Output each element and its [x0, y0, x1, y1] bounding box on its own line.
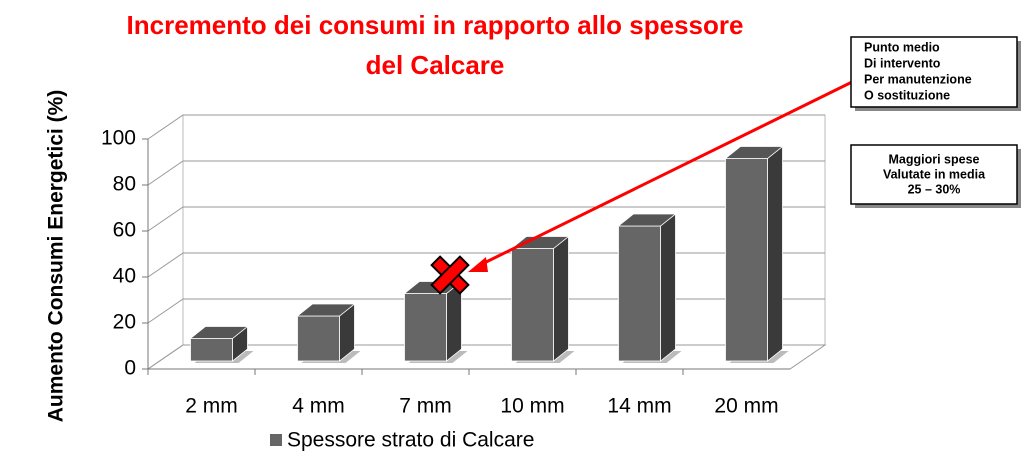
bar-front	[297, 315, 340, 362]
marker-x	[430, 255, 470, 295]
bar	[724, 145, 789, 363]
annotations: Punto medio Di intervento Per manutenzione…	[864, 40, 986, 196]
arrow-head	[468, 257, 488, 272]
x-tick-label: 2 mm	[185, 395, 238, 418]
grid-line	[147, 252, 825, 278]
y-tick-label: 60	[113, 219, 136, 242]
bar-front	[725, 158, 768, 362]
y-tick-label: 0	[124, 357, 136, 380]
bar-side	[553, 235, 569, 362]
bar-side	[660, 213, 676, 362]
annotation-text: Per manutenzione	[864, 72, 972, 86]
x-tick-label: 20 mm	[714, 395, 778, 418]
plot-area: 0 20 40 60 80 100 2 mm 4 mm 7 mm 10 mm 14 mm 20 mm	[101, 114, 827, 418]
annotation-box	[850, 36, 1018, 108]
x-tick-label: 10 mm	[500, 395, 564, 418]
bar-side	[767, 145, 783, 362]
y-tick-label: 100	[101, 127, 136, 150]
grid-line	[147, 206, 825, 232]
floor	[146, 344, 827, 370]
bar-top	[510, 236, 570, 249]
legend-swatch	[270, 434, 282, 446]
annotation-text: Di intervento	[864, 56, 941, 70]
bar-top	[189, 326, 249, 339]
bar-top	[296, 303, 356, 317]
grid-line	[147, 114, 825, 140]
y-tick-label: 80	[113, 173, 136, 196]
bar	[189, 325, 254, 363]
bar	[510, 235, 575, 363]
x-tick-label: 14 mm	[607, 395, 671, 418]
annotation-text: Maggiori spese	[889, 152, 980, 166]
bar-front	[190, 338, 233, 362]
title: Incremento dei consumi in rapporto allo …	[127, 10, 744, 80]
bar	[296, 303, 361, 363]
x-tick-label: 4 mm	[292, 395, 345, 418]
grid-line	[147, 298, 825, 324]
y-tick-label: 40	[113, 265, 136, 288]
grid-line	[147, 160, 825, 186]
y-axis-label: Aumento Consumi Energetici (%)	[45, 90, 68, 423]
chart-title: del Calcare	[366, 50, 505, 80]
bar-front	[404, 293, 447, 362]
annotation-text: 25 – 30%	[908, 182, 961, 196]
annotation-box	[850, 144, 1018, 205]
bar-top	[617, 213, 677, 227]
y-tick-label: 20	[113, 311, 136, 334]
bar-top	[724, 146, 784, 159]
chart-title: Incremento dei consumi in rapporto allo …	[127, 10, 744, 40]
annotation-text: O sostituzione	[864, 88, 950, 102]
bar-front	[618, 225, 661, 362]
annotation-text: Valutate in media	[883, 167, 986, 181]
grid-line	[147, 344, 825, 370]
x-tick-label: 7 mm	[399, 395, 452, 418]
annotation-text: Punto medio	[864, 40, 940, 54]
legend-label: Spessore strato di Calcare	[287, 429, 534, 452]
arrow	[477, 80, 853, 268]
bar	[617, 213, 682, 363]
bar	[403, 280, 468, 363]
bar-front	[511, 248, 554, 362]
